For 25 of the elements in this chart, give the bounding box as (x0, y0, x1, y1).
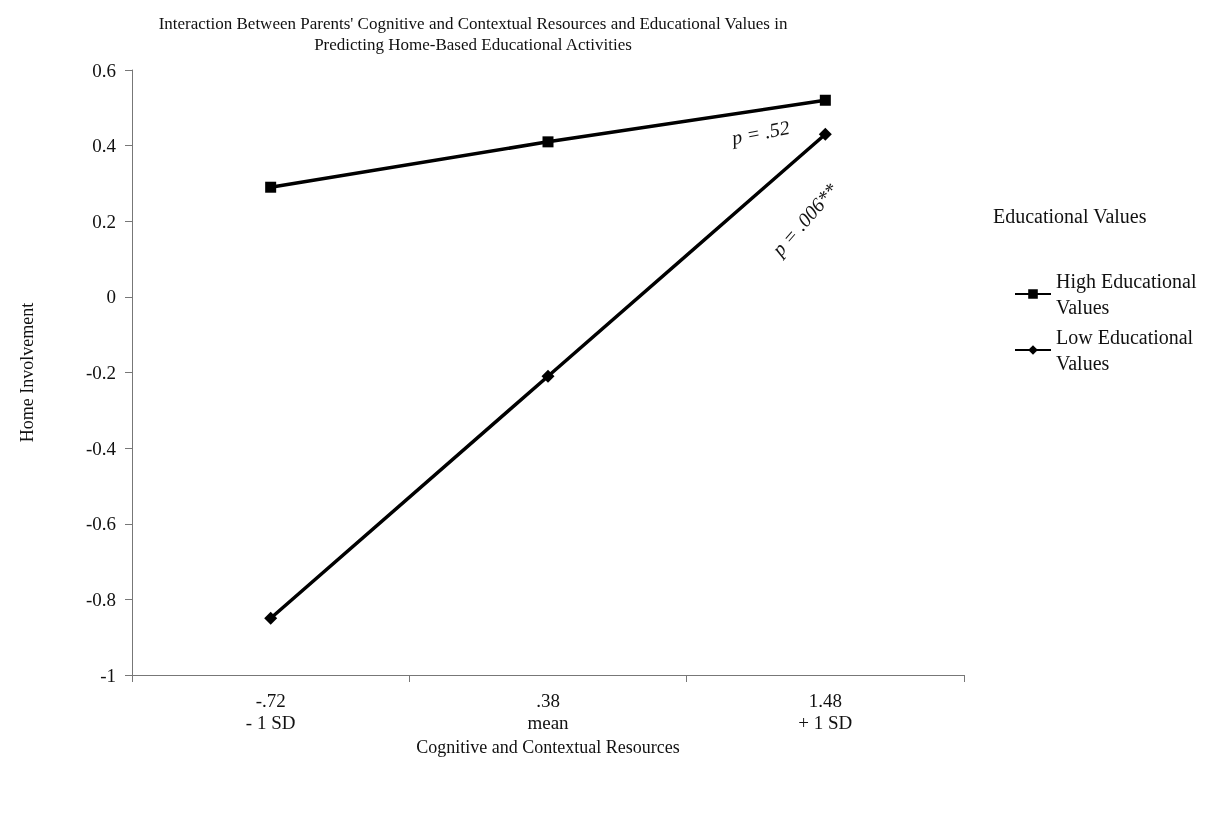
y-axis-title: Home Involvement (17, 302, 37, 443)
point (818, 127, 832, 141)
point (819, 94, 831, 106)
point (264, 611, 278, 625)
y-tick-label: -1 (100, 664, 116, 686)
chart-title: Interaction Between Parents' Cognitive and Contextual Resources and Educational Values in Predicting Home-Based Educational Activities (158, 14, 788, 54)
y-tick-label: 0.4 (92, 135, 117, 157)
x-tick-label: 1.48 + 1 SD (798, 689, 853, 733)
point (541, 369, 555, 383)
y-tick-label: -0.6 (85, 513, 116, 535)
y-tick-label: -0.2 (85, 362, 116, 383)
point (265, 181, 277, 193)
y-tick-label: 0.2 (92, 210, 116, 232)
x-tick-label: .38 mean (527, 689, 570, 733)
legend-label: High Educational Values (1056, 270, 1202, 318)
x-axis-title: Cognitive and Contextual Resources (416, 736, 680, 757)
y-tick-label: -0.8 (85, 588, 116, 610)
y-tick-label: 0.6 (92, 59, 116, 81)
legend-title: Educational Values (993, 205, 1147, 227)
y-tick-label: -0.4 (85, 437, 117, 459)
x-tick-label: -.72 - 1 SD (245, 689, 296, 733)
legend-label: Low Educational Values (1056, 326, 1199, 374)
annotation: p = .52 (727, 115, 792, 150)
y-tick-label: 0 (106, 286, 116, 308)
point (542, 136, 554, 148)
